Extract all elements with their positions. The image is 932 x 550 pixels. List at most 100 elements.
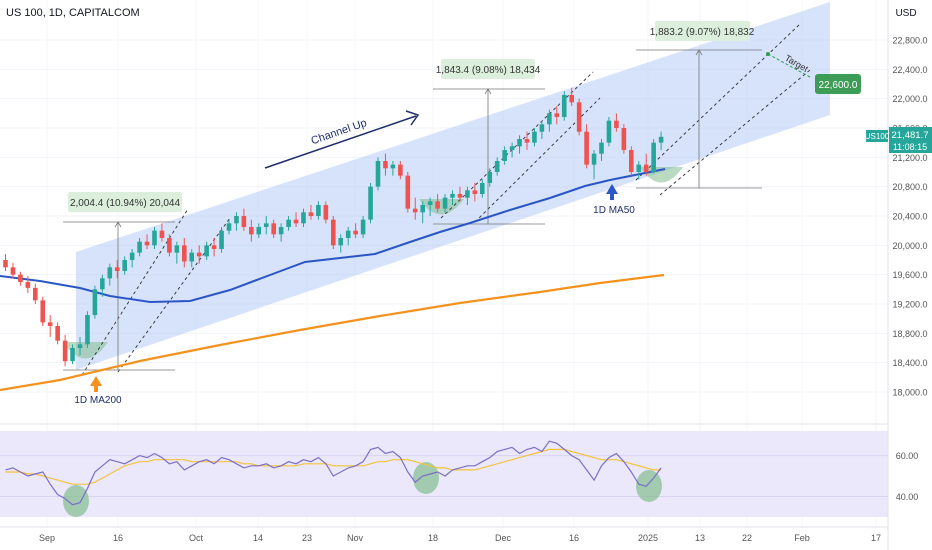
candle <box>532 128 537 147</box>
candle <box>70 344 75 365</box>
time-tick-label: 23 <box>302 533 312 543</box>
candle <box>62 334 68 367</box>
rsi-band <box>0 431 888 517</box>
time-tick-label: 13 <box>695 533 705 543</box>
time-tick-label: Nov <box>347 533 364 543</box>
candle <box>100 274 105 297</box>
candle <box>338 234 344 253</box>
candle <box>301 208 306 227</box>
candle <box>450 190 455 205</box>
candle <box>629 146 634 176</box>
currency-label: USD <box>895 8 916 19</box>
candle <box>494 157 500 176</box>
price-tick-label: 21,200.0 <box>892 153 927 163</box>
price-axis[interactable]: 18,000.0 18,400.0 18,800.0 19,200.0 19,600.0… <box>892 36 927 398</box>
price-tick-label: 20,800.0 <box>892 182 927 192</box>
candle <box>658 131 664 150</box>
candle <box>55 322 60 345</box>
candle <box>606 117 612 147</box>
last-price-badge: US100 21,481.7 11:08:15 <box>865 127 932 153</box>
candle <box>219 227 224 253</box>
price-tick-label: 19,600.0 <box>892 270 927 280</box>
svg-text:22,600.0: 22,600.0 <box>819 80 858 91</box>
time-tick-label: 14 <box>253 533 263 543</box>
price-tick-label: 18,800.0 <box>892 329 927 339</box>
candle <box>167 234 172 257</box>
candle <box>517 135 522 154</box>
svg-text:1D MA50: 1D MA50 <box>593 205 635 216</box>
candle <box>383 153 388 176</box>
candle <box>554 106 560 125</box>
candle <box>472 183 478 202</box>
svg-text:1D MA200: 1D MA200 <box>74 395 122 406</box>
candle <box>323 201 329 224</box>
candle <box>524 131 530 150</box>
candle <box>40 296 46 326</box>
rsi-axis[interactable]: 40.00 60.00 <box>896 451 919 502</box>
candle <box>10 262 16 279</box>
time-tick-label: 16 <box>569 533 579 543</box>
candle <box>375 157 381 191</box>
candle <box>353 223 358 238</box>
candle <box>196 245 202 264</box>
candle <box>308 205 314 220</box>
candle <box>249 219 254 242</box>
candle <box>293 212 299 227</box>
candle <box>92 285 98 319</box>
candle <box>25 276 31 293</box>
candle <box>144 234 150 249</box>
price-tick-label: 20,400.0 <box>892 212 927 222</box>
svg-text:1,843.4 (9.08%) 18,434: 1,843.4 (9.08%) 18,434 <box>436 65 541 76</box>
candle <box>509 142 515 158</box>
time-axis[interactable]: Sep 16 Oct 14 23 Nov 18 Dec 16 2025 13 22 Feb 17 <box>39 533 881 543</box>
candle <box>204 241 209 260</box>
candle <box>651 139 656 174</box>
price-tick-label: 18,400.0 <box>892 358 927 368</box>
candle <box>241 208 247 231</box>
candle <box>278 223 284 242</box>
symbol-title: US 100, 1D, CAPITALCOM <box>6 7 140 19</box>
candle <box>502 146 507 165</box>
svg-text:2,004.4 (10.94%) 20,044: 2,004.4 (10.94%) 20,044 <box>70 198 181 209</box>
candle <box>427 197 433 216</box>
candle <box>591 150 597 180</box>
candle <box>398 161 403 180</box>
candle <box>107 263 113 286</box>
svg-text:1,883.2 (9.07%) 18,832: 1,883.2 (9.07%) 18,832 <box>650 27 755 38</box>
candle <box>211 238 217 257</box>
candle <box>457 186 463 202</box>
measure-lines <box>63 49 762 371</box>
candle <box>137 238 142 257</box>
time-tick-label: 22 <box>742 533 752 543</box>
target-value-badge <box>815 74 861 94</box>
candle <box>18 271 23 286</box>
candle <box>465 186 470 205</box>
svg-text:11:08:15: 11:08:15 <box>893 142 927 152</box>
time-tick-label: 2025 <box>638 533 658 543</box>
candle <box>3 254 8 271</box>
candle <box>480 179 485 198</box>
candle <box>368 183 373 224</box>
candle <box>412 197 418 220</box>
ma50-marker: 1D MA50 <box>593 184 635 216</box>
candle <box>569 87 574 106</box>
candle <box>405 172 411 213</box>
candle <box>316 201 321 220</box>
candle <box>114 260 120 279</box>
candle <box>263 216 269 235</box>
candle <box>614 113 619 132</box>
candle <box>420 201 425 224</box>
measure-label-3: 1,883.2 (9.07%) 18,832 <box>650 21 755 41</box>
candle <box>539 120 545 139</box>
price-tick-label: 20,000.0 <box>892 241 927 251</box>
svg-text:US100: US100 <box>865 132 890 141</box>
svg-text:21,481.7: 21,481.7 <box>892 130 929 141</box>
rsi-tick-label: 40.00 <box>896 492 919 502</box>
price-tick-label: 22,000.0 <box>892 94 927 104</box>
candle <box>547 109 552 132</box>
candle <box>33 283 38 304</box>
candle <box>576 98 582 136</box>
candles <box>3 87 664 367</box>
candle <box>442 194 448 213</box>
